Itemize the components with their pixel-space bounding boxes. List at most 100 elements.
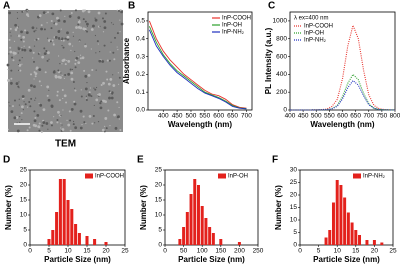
texture: [108, 96, 111, 100]
texture: [108, 59, 111, 62]
texture: [9, 31, 11, 33]
texture: [11, 105, 14, 108]
texture: [74, 89, 77, 92]
y-tick-label: 0.5: [136, 18, 145, 25]
texture: [7, 128, 10, 130]
texture: [64, 63, 67, 66]
texture: [10, 35, 12, 37]
texture: [120, 22, 124, 26]
texture: [30, 84, 33, 88]
texture: [108, 90, 111, 93]
texture: [101, 60, 105, 63]
bar: [372, 240, 376, 245]
texture: [74, 9, 77, 12]
texture: [92, 24, 95, 28]
bar: [104, 242, 108, 245]
texture: [21, 10, 24, 13]
bar: [365, 240, 369, 245]
texture: [32, 60, 35, 63]
texture: [110, 22, 113, 24]
texture: [97, 25, 100, 28]
bar: [331, 202, 335, 245]
texture: [33, 110, 36, 113]
texture: [41, 124, 44, 127]
texture: [67, 72, 71, 76]
texture: [7, 68, 9, 71]
texture: [81, 123, 83, 126]
texture: [33, 45, 36, 47]
bar: [196, 185, 200, 245]
bar: [47, 239, 51, 245]
texture: [9, 46, 12, 49]
texture: [94, 18, 98, 22]
texture: [57, 19, 61, 22]
texture: [16, 129, 20, 133]
texture: [68, 110, 71, 113]
texture: [84, 20, 87, 23]
bar: [85, 236, 89, 245]
texture: [103, 44, 106, 47]
texture: [20, 30, 23, 34]
texture: [38, 102, 40, 105]
texture: [30, 73, 33, 76]
bar: [339, 185, 343, 245]
legend-label: InP-OH: [228, 174, 248, 180]
texture: [20, 105, 24, 109]
x-tick-label: 650: [350, 113, 361, 120]
texture: [117, 72, 119, 74]
texture: [49, 40, 52, 43]
texture: [84, 43, 86, 45]
texture: [64, 15, 66, 17]
texture: [99, 25, 101, 27]
texture: [63, 94, 67, 98]
panel-label: F: [272, 155, 278, 166]
panel-label: D: [3, 155, 10, 166]
texture: [34, 39, 36, 41]
texture: [105, 70, 108, 73]
texture: [12, 59, 15, 62]
texture: [87, 93, 91, 97]
texture: [101, 128, 105, 132]
texture: [35, 97, 37, 99]
bar: [354, 230, 358, 245]
texture: [15, 82, 19, 85]
texture: [10, 77, 13, 80]
texture: [51, 12, 55, 16]
texture: [42, 108, 46, 112]
texture: [18, 104, 20, 106]
texture: [56, 94, 59, 97]
texture: [42, 11, 46, 15]
texture: [118, 118, 120, 120]
texture: [24, 29, 27, 32]
texture: [19, 116, 21, 118]
texture: [54, 36, 58, 39]
series-line: [290, 23, 396, 111]
texture: [50, 27, 53, 30]
texture: [77, 61, 81, 65]
texture: [66, 31, 69, 35]
texture: [16, 17, 19, 19]
texture: [118, 106, 120, 109]
bar: [350, 222, 354, 245]
legend-label: InP-COOH: [95, 174, 124, 180]
texture: [27, 88, 31, 92]
texture: [21, 63, 23, 65]
texture: [112, 74, 114, 76]
y-axis-title: Number (%): [274, 185, 283, 230]
texture: [35, 67, 38, 70]
texture: [18, 81, 20, 83]
plot-frame: [299, 169, 394, 246]
texture: [60, 28, 62, 30]
texture: [19, 69, 22, 72]
texture: [50, 124, 53, 127]
texture: [20, 112, 23, 115]
texture: [19, 121, 21, 123]
x-tick-label: 700: [363, 113, 374, 120]
texture: [14, 23, 18, 27]
texture: [82, 115, 85, 118]
texture: [58, 99, 61, 102]
texture: [34, 99, 36, 101]
texture: [46, 59, 49, 62]
texture: [93, 87, 95, 89]
texture: [33, 71, 36, 74]
